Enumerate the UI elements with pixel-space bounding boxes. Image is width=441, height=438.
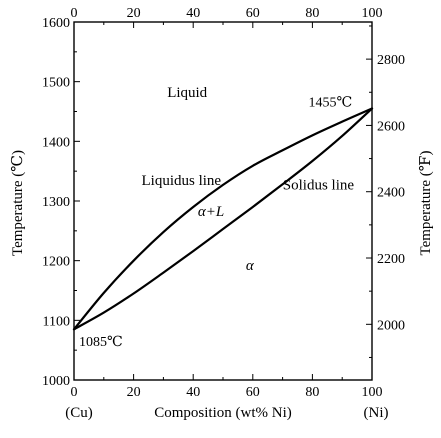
- x-tick-label-top-60: 60: [246, 6, 260, 21]
- x-tick-label-bottom-60: 60: [246, 385, 260, 400]
- axis-tick-labels: 0 0 20 20 40 40 60 60 80 80 100 100 1000 1100 1200 1300…: [42, 6, 405, 400]
- annotation-solidus-line: Solidus line: [283, 177, 355, 193]
- x-tick-label-top-80: 80: [305, 6, 319, 21]
- x-tick-label-bottom-80: 80: [305, 385, 319, 400]
- y-tick-label-right-2800: 2800: [377, 53, 405, 68]
- y-tick-label-right-2000: 2000: [377, 318, 405, 333]
- annotation-cu-melting-point: 1085℃: [79, 335, 123, 350]
- x-axis-label: Composition (wt% Ni): [154, 405, 292, 421]
- y-tick-label-left-1100: 1100: [43, 314, 70, 329]
- annotations: Liquid Liquidus line Solidus line α+L α …: [79, 85, 354, 350]
- annotation-alpha-plus-liquid: α+L: [198, 204, 224, 220]
- annotation-liquidus-line: Liquidus line: [142, 173, 222, 189]
- y-tick-label-left-1200: 1200: [42, 255, 70, 270]
- x-axis-left-end-label: (Cu): [65, 405, 93, 421]
- x-tick-label-top-40: 40: [186, 6, 200, 21]
- annotation-alpha: α: [246, 258, 255, 274]
- x-axis-right-end-label: (Ni): [364, 405, 389, 421]
- y-tick-label-left-1600: 1600: [42, 16, 70, 31]
- y-tick-label-right-2200: 2200: [377, 252, 405, 267]
- x-tick-label-bottom-20: 20: [127, 385, 141, 400]
- plot-frame: [73, 21, 373, 381]
- y-tick-label-left-1400: 1400: [42, 135, 70, 150]
- y-tick-label-right-2400: 2400: [377, 186, 405, 201]
- x-tick-label-top-20: 20: [127, 6, 141, 21]
- y-tick-label-left-1000: 1000: [42, 374, 70, 389]
- y-axis-left-label: Temperature (℃): [10, 150, 26, 256]
- x-tick-label-bottom-40: 40: [186, 385, 200, 400]
- x-tick-label-bottom-0: 0: [71, 385, 78, 400]
- axis-ticks: [73, 21, 373, 381]
- x-tick-label-top-0: 0: [71, 6, 78, 21]
- liquidus-line-curve: [72, 107, 374, 331]
- phase-boundary-curves: [72, 107, 374, 331]
- y-tick-label-right-2600: 2600: [377, 119, 405, 134]
- annotation-liquid: Liquid: [167, 85, 207, 101]
- solidus-line-curve: [72, 107, 374, 331]
- y-tick-label-left-1300: 1300: [42, 195, 70, 210]
- y-tick-label-left-1500: 1500: [42, 76, 70, 91]
- y-axis-right-label: Temperature (℉): [418, 150, 434, 255]
- annotation-ni-melting-point: 1455℃: [308, 95, 352, 110]
- x-tick-label-top-100: 100: [362, 6, 383, 21]
- x-tick-label-bottom-100: 100: [362, 385, 383, 400]
